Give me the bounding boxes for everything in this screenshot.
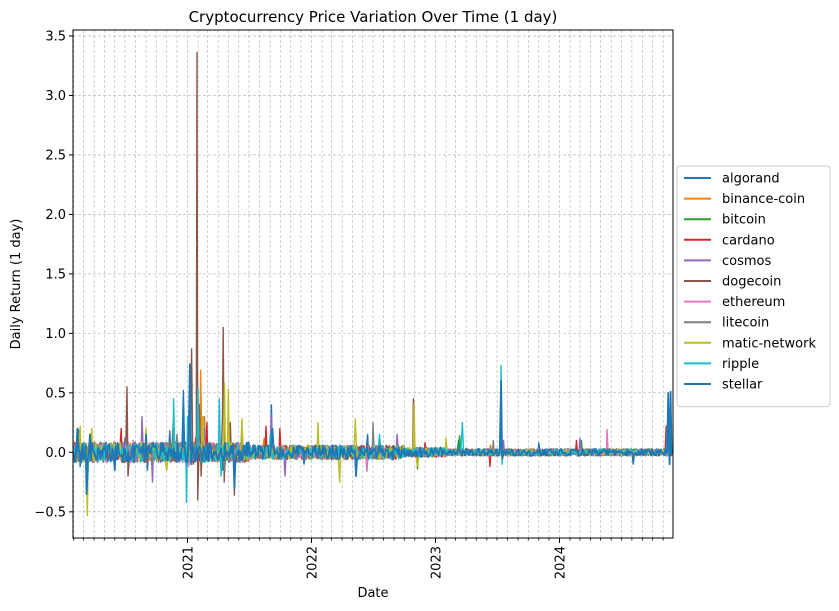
y-tick-label: 0.5	[45, 386, 66, 401]
y-axis: −0.5 0.0 0.5 1.0 1.5 2.0 2.5 3.0 3.5	[34, 29, 73, 520]
y-tick-label: 2.0	[45, 208, 66, 223]
legend-box	[676, 165, 831, 408]
y-tick-label: 1.5	[45, 267, 66, 282]
legend-label: matic-network	[722, 336, 816, 351]
y-tick-label: 3.0	[45, 89, 66, 104]
legend-label: dogecoin	[722, 275, 781, 290]
y-tick-label: 1.0	[45, 327, 66, 342]
legend-label: cardano	[722, 233, 775, 248]
legend-label: binance-coin	[722, 192, 805, 207]
legend-label: stellar	[722, 378, 763, 393]
legend-label: litecoin	[722, 316, 769, 331]
series-line-stellar	[73, 363, 673, 495]
x-tick-label: 2021	[181, 546, 196, 579]
y-tick-label: 2.5	[45, 148, 66, 163]
y-axis-label: Daily Return (1 day)	[9, 219, 24, 350]
legend-label: ripple	[722, 357, 759, 372]
legend: algorand binance-coin bitcoin cardano cosmos…	[676, 165, 831, 408]
legend-label: bitcoin	[722, 213, 766, 228]
y-tick-label: −0.5	[34, 505, 66, 520]
series-layer	[73, 51, 673, 517]
y-tick-label: 3.5	[45, 29, 66, 44]
chart-title: Cryptocurrency Price Variation Over Time…	[189, 8, 558, 26]
x-axis-label: Date	[357, 586, 388, 601]
x-axis: 2021 2022 2023 2024	[73, 538, 664, 579]
x-tick-label: 2023	[430, 546, 445, 579]
legend-label: algorand	[722, 172, 780, 187]
legend-label: ethereum	[722, 295, 785, 310]
x-tick-label: 2022	[306, 546, 321, 579]
legend-label: cosmos	[722, 254, 771, 269]
x-tick-label: 2024	[554, 546, 569, 579]
y-tick-label: 0.0	[45, 446, 66, 461]
